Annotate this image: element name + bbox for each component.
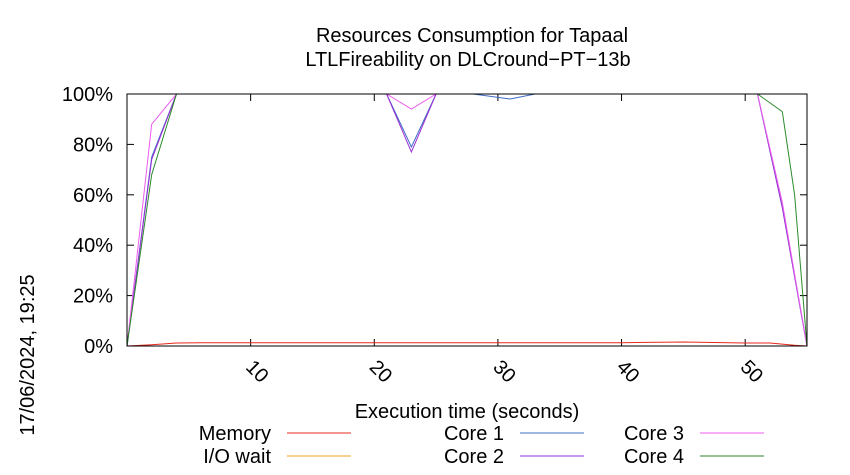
- series-line-core-1: [126, 93, 808, 347]
- x-tick-label: 30: [489, 356, 520, 387]
- legend-label-core-2: Core 2: [444, 446, 504, 468]
- y-tick-label: 100%: [62, 84, 113, 106]
- series-line-core-2: [126, 93, 808, 347]
- series-line-memory: [126, 341, 808, 347]
- y-tick-label: 20%: [73, 286, 113, 308]
- x-tick-label: 50: [736, 356, 767, 387]
- y-tick-label: 0%: [84, 336, 113, 358]
- x-tick-label: 10: [241, 356, 272, 387]
- series-line-core-3: [126, 93, 808, 347]
- legend-label-memory: Memory: [199, 423, 271, 445]
- y-axis-ticks: 0% 20% 40% 60% 80% 100%: [62, 84, 807, 358]
- series-lines: [126, 93, 808, 347]
- chart-title: Resources Consumption for Tapaal: [316, 25, 628, 47]
- x-tick-label: 40: [612, 356, 643, 387]
- y-tick-label: 40%: [73, 235, 113, 257]
- plot-frame: [126, 93, 808, 347]
- series-line-core-4: [126, 93, 808, 347]
- legend-label-core-1: Core 1: [444, 423, 504, 445]
- x-tick-label: 20: [365, 356, 396, 387]
- timestamp-label: 17/06/2024, 19:25: [17, 274, 39, 435]
- legend-label-core-3: Core 3: [624, 423, 684, 445]
- legend-label-core-4: Core 4: [624, 446, 684, 468]
- chart-subtitle: LTLFireability on DLCround−PT−13b: [305, 49, 630, 71]
- x-axis-ticks: 10 20 30 40 50: [241, 94, 767, 387]
- y-tick-label: 80%: [73, 134, 113, 156]
- x-axis-label: Execution time (seconds): [355, 401, 580, 423]
- legend-label-i-o-wait: I/O wait: [203, 446, 271, 468]
- y-tick-label: 60%: [73, 185, 113, 207]
